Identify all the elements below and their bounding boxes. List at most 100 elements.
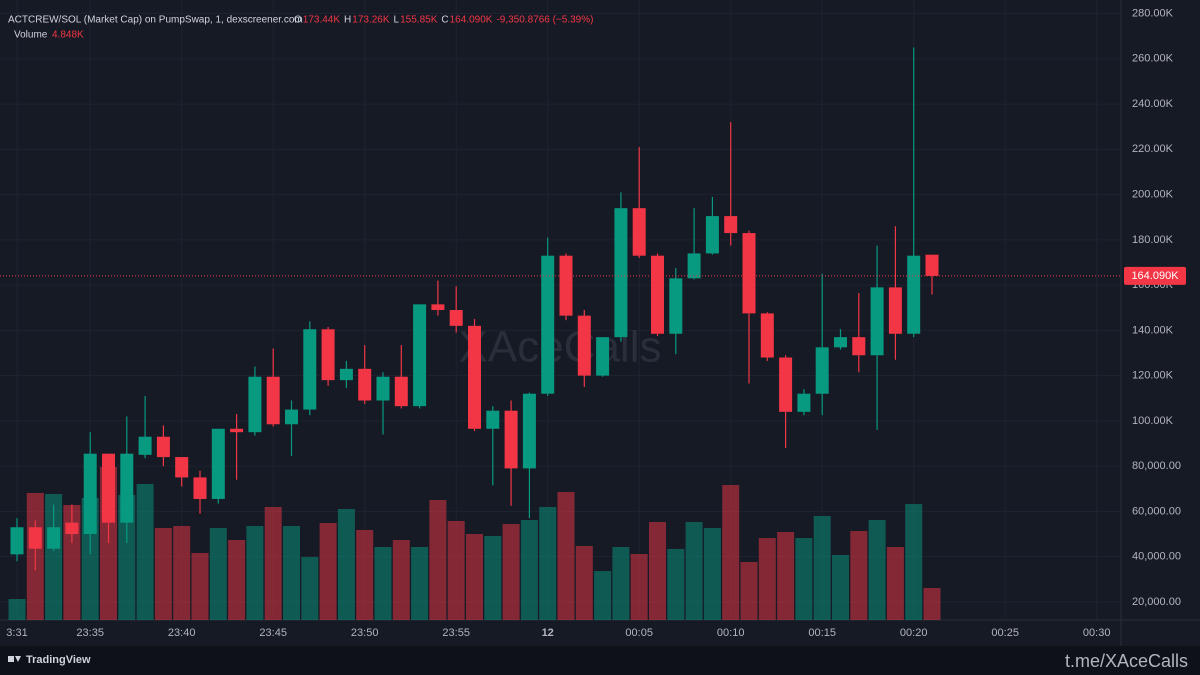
candle-layer	[10, 47, 939, 571]
volume-bar	[246, 526, 264, 620]
ohlc-key: H	[344, 15, 351, 26]
price-label-box	[1124, 266, 1186, 285]
candle-body	[339, 368, 353, 381]
y-tick-label: 280.00K	[1132, 7, 1174, 19]
volume-bar	[758, 538, 776, 620]
logo-part	[8, 656, 14, 662]
footer-link[interactable]: t.me/XAceCalls	[1065, 651, 1188, 671]
candle-body	[156, 436, 170, 458]
y-tick-label: 240.00K	[1132, 98, 1174, 110]
chart-title: ACTCREW/SOL (Market Cap) on PumpSwap, 1,…	[8, 15, 303, 26]
candle-body	[779, 357, 793, 412]
volume-bar	[667, 548, 685, 620]
candle-body	[888, 287, 902, 334]
candle-body	[907, 255, 921, 334]
candle-body	[614, 208, 628, 338]
volume-bar	[374, 546, 392, 620]
volume-bar	[45, 493, 63, 620]
candle-body	[120, 453, 134, 523]
volume-bar	[905, 504, 923, 620]
y-tick-label: 100.00K	[1132, 415, 1174, 427]
x-tick-label: 00:05	[625, 627, 653, 639]
y-tick-label: 140.00K	[1132, 324, 1174, 336]
volume-bar	[136, 484, 154, 620]
ohlc-key: O	[294, 15, 302, 26]
y-tick-label: 80,000.00	[1132, 460, 1181, 472]
ohlc-key: C	[441, 15, 448, 26]
candle-body	[669, 278, 683, 334]
volume-bar	[868, 520, 886, 620]
candle-body	[303, 329, 317, 410]
volume-title: Volume	[14, 30, 48, 41]
candle-body	[376, 376, 390, 401]
candle-body	[705, 216, 719, 254]
candle-body	[413, 304, 427, 407]
volume-bar	[191, 553, 209, 620]
x-tick-label: 00:10	[717, 627, 745, 639]
y-tick-label: 220.00K	[1132, 143, 1174, 155]
volume-bar	[520, 520, 538, 620]
y-tick-label: 20,000.00	[1132, 596, 1181, 608]
ohlc-value: 173.44K	[303, 15, 341, 26]
candle-body	[522, 393, 536, 469]
candle-body	[285, 409, 298, 425]
x-tick-label: 00:20	[900, 627, 928, 639]
volume-bar	[703, 527, 721, 620]
volume-bar	[777, 532, 795, 620]
volume-bar	[539, 506, 557, 620]
volume-bar	[173, 526, 191, 620]
x-tick-label: 12	[542, 627, 554, 639]
volume-bar	[850, 531, 868, 620]
candle-body	[211, 428, 225, 499]
x-tick-label: 23:45	[259, 627, 287, 639]
x-tick-label: 3:31	[6, 627, 27, 639]
ohlc-value: 173.26K	[352, 15, 390, 26]
volume-bar	[228, 540, 246, 620]
volume-bar	[411, 546, 429, 620]
candle-body	[577, 315, 591, 376]
brand-logo	[8, 656, 21, 662]
x-tick-label: 23:55	[442, 627, 470, 639]
x-tick-label: 23:40	[168, 627, 196, 639]
x-tick-label: 00:15	[808, 627, 836, 639]
ohlc-value: 164.090K	[450, 15, 493, 26]
x-tick-label: 23:35	[76, 627, 104, 639]
candle-body	[486, 410, 500, 429]
volume-bar	[886, 546, 904, 620]
volume-bar	[392, 540, 410, 620]
candle-body	[834, 337, 847, 348]
volume-bar	[283, 526, 300, 620]
volume-value: 4.848K	[52, 30, 84, 41]
volume-bar	[722, 485, 740, 620]
y-tick-label: 60,000.00	[1132, 505, 1181, 517]
candle-body	[230, 428, 244, 433]
candle-body	[266, 376, 280, 425]
candle-body	[10, 527, 24, 555]
volume-bar	[923, 588, 941, 620]
y-tick-label: 180.00K	[1132, 234, 1174, 246]
candle-body	[358, 368, 372, 401]
y-tick-label: 200.00K	[1132, 189, 1174, 201]
volume-bar	[8, 598, 26, 620]
y-tick-label: 260.00K	[1132, 53, 1174, 65]
candle-body	[102, 453, 115, 523]
candle-body	[47, 527, 61, 549]
volume-bar	[154, 527, 172, 620]
candle-body	[632, 208, 646, 256]
volume-bar	[832, 554, 849, 620]
ohlc-key: L	[394, 15, 400, 26]
volume-bar	[429, 500, 447, 620]
candle-body	[852, 337, 866, 356]
x-tick-label: 00:25	[991, 627, 1019, 639]
candle-body	[870, 287, 884, 356]
volume-bar	[209, 527, 227, 620]
volume-bar	[466, 533, 483, 620]
volume-bar	[447, 520, 465, 620]
candle-body	[925, 254, 939, 276]
candle-body	[83, 453, 97, 535]
ohlc-legend: O 173.44K H 173.26K L 155.85K C 164.090K -9,350.…	[294, 15, 593, 26]
footer-bar	[0, 646, 1200, 675]
y-tick-label: 40,000.00	[1132, 551, 1181, 563]
candle-body	[541, 255, 555, 394]
